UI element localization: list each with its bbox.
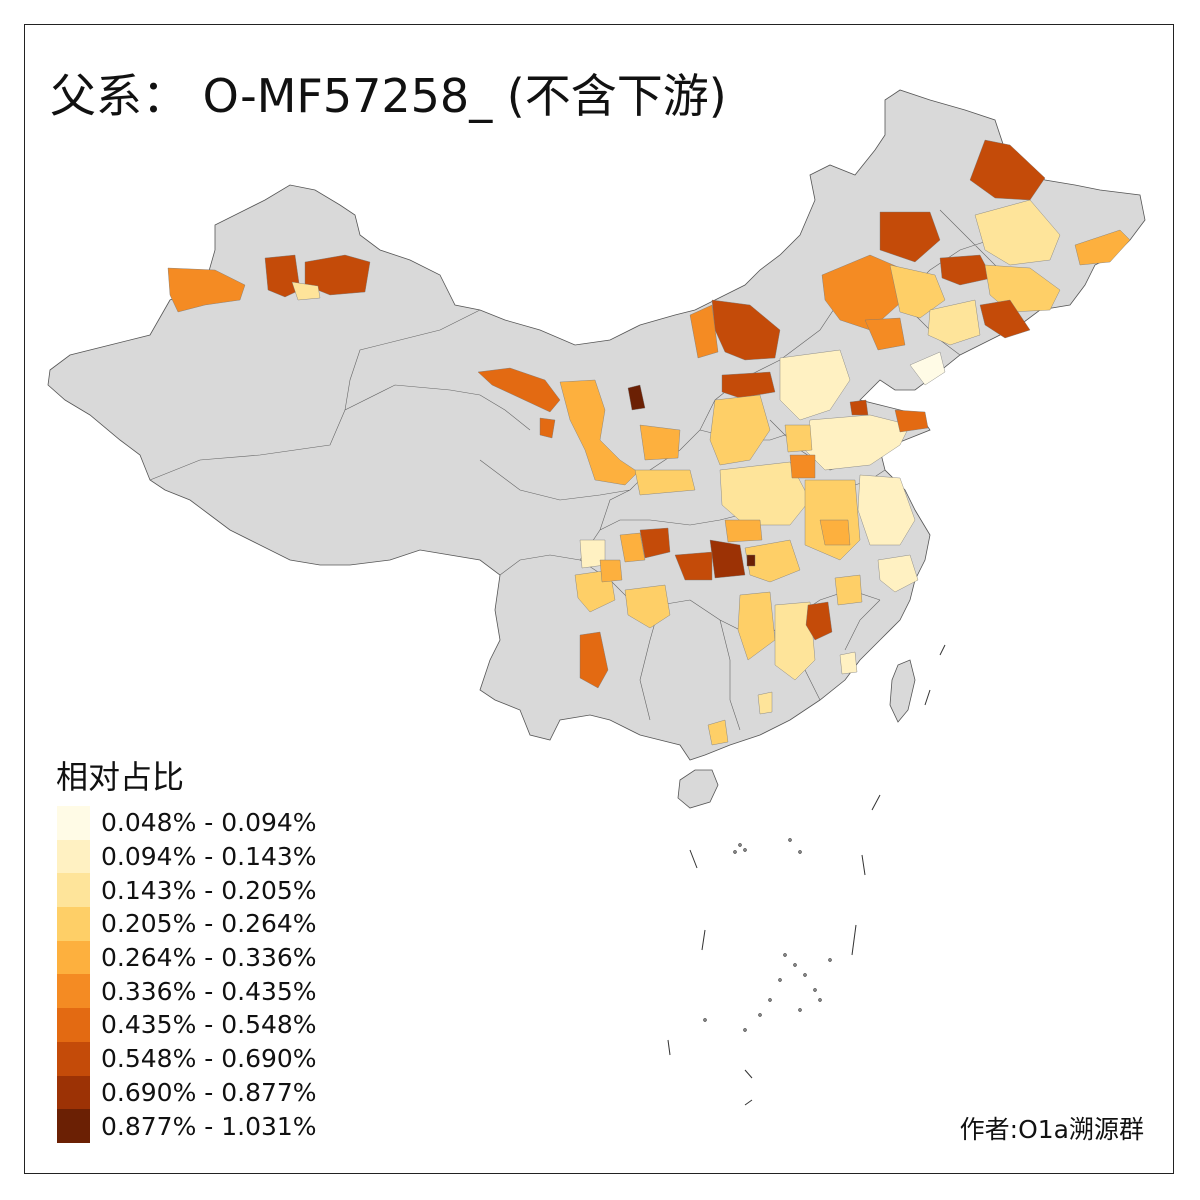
map-title: 父系： O-MF57258_ (不含下游) bbox=[50, 69, 727, 123]
region-liaoning-east bbox=[979, 299, 1031, 339]
region-liaoning-south bbox=[909, 351, 946, 386]
region-sichuan-1 bbox=[619, 532, 646, 563]
region-ningxia bbox=[627, 384, 646, 411]
legend: 0.048% - 0.094% 0.094% - 0.143% 0.143% - 0… bbox=[57, 806, 317, 1143]
legend-swatch bbox=[57, 806, 90, 840]
region-xinjiang-north-3 bbox=[291, 281, 321, 301]
legend-label: 0.143% - 0.205% bbox=[101, 875, 317, 905]
region-hunan-1 bbox=[737, 591, 776, 661]
region-jilin-2 bbox=[984, 264, 1061, 313]
legend-item: 0.548% - 0.690% bbox=[57, 1041, 317, 1076]
legend-item: 0.877% - 1.031% bbox=[57, 1109, 317, 1143]
region-shandong-east bbox=[894, 409, 929, 433]
legend-item: 0.048% - 0.094% bbox=[57, 806, 317, 840]
legend-swatch bbox=[57, 907, 90, 941]
region-heilongjiang-east bbox=[1074, 229, 1131, 266]
legend-swatch bbox=[57, 974, 90, 1009]
legend-label: 0.690% - 0.877% bbox=[101, 1077, 317, 1107]
legend-label: 0.048% - 0.094% bbox=[101, 808, 317, 838]
legend-label: 0.548% - 0.690% bbox=[101, 1044, 317, 1074]
region-jiangsu bbox=[857, 474, 916, 546]
legend-swatch bbox=[57, 940, 90, 975]
region-shandong bbox=[804, 414, 911, 471]
legend-swatch bbox=[57, 839, 90, 874]
legend-label: 0.205% - 0.264% bbox=[101, 909, 317, 939]
legend-swatch bbox=[57, 1075, 90, 1110]
region-hubei-2 bbox=[674, 551, 713, 581]
region-yunnan-1 bbox=[579, 631, 609, 689]
region-xinjiang-north-1 bbox=[264, 254, 301, 298]
region-inner-mongolia-2 bbox=[689, 304, 719, 359]
region-hunan-2 bbox=[774, 601, 816, 681]
south-sea-islands bbox=[667, 644, 946, 1106]
prefecture-regions bbox=[167, 139, 1131, 746]
legend-label: 0.264% - 0.336% bbox=[101, 943, 317, 973]
region-guangxi bbox=[707, 719, 729, 746]
legend-label: 0.435% - 0.548% bbox=[101, 1010, 317, 1040]
legend-item: 0.336% - 0.435% bbox=[57, 974, 317, 1009]
legend-item: 0.094% - 0.143% bbox=[57, 839, 317, 874]
author-credit: 作者:O1a溯源群 bbox=[959, 1115, 1144, 1144]
legend-label: 0.336% - 0.435% bbox=[101, 976, 317, 1006]
region-hebei-2 bbox=[784, 424, 813, 453]
region-shaanxi-mid bbox=[634, 469, 696, 496]
region-guizhou bbox=[624, 584, 671, 629]
region-shanxi bbox=[709, 394, 771, 466]
region-liaoning-2 bbox=[864, 317, 906, 351]
region-xinjiang-west bbox=[167, 267, 246, 313]
legend-label: 0.877% - 1.031% bbox=[101, 1111, 317, 1141]
region-hulunbuir bbox=[879, 211, 941, 263]
legend-item: 0.435% - 0.548% bbox=[57, 1008, 317, 1042]
region-liaoning-1 bbox=[927, 299, 981, 346]
legend-item: 0.205% - 0.264% bbox=[57, 907, 317, 941]
region-guangdong-1 bbox=[757, 691, 773, 715]
legend-swatch bbox=[57, 873, 90, 908]
legend-title: 相对占比 bbox=[56, 758, 185, 796]
region-hubei-small bbox=[746, 554, 756, 567]
hainan-island bbox=[677, 769, 719, 809]
legend-item: 0.264% - 0.336% bbox=[57, 940, 317, 975]
region-yunnan-2 bbox=[599, 559, 623, 583]
region-hubei-3 bbox=[744, 539, 801, 583]
region-anhui-2 bbox=[819, 519, 851, 546]
region-shandong-2 bbox=[789, 454, 816, 479]
region-inner-mongolia-east bbox=[821, 254, 906, 331]
region-heilongjiang-mid bbox=[974, 199, 1061, 266]
region-henan bbox=[719, 461, 811, 526]
region-hebei-1 bbox=[779, 349, 851, 421]
region-gansu-west bbox=[477, 367, 561, 413]
region-inner-mongolia-3 bbox=[721, 371, 776, 399]
legend-item: 0.690% - 0.877% bbox=[57, 1075, 317, 1110]
legend-item: 0.143% - 0.205% bbox=[57, 873, 317, 908]
legend-label: 0.094% - 0.143% bbox=[101, 842, 317, 872]
legend-swatch bbox=[57, 1008, 90, 1042]
legend-swatch bbox=[57, 1041, 90, 1076]
region-gansu-small bbox=[539, 417, 556, 439]
region-jiangxi bbox=[805, 601, 833, 641]
region-chongqing bbox=[639, 527, 671, 559]
region-jilin bbox=[939, 254, 993, 286]
region-shaanxi-n bbox=[639, 424, 681, 461]
region-jilin-west bbox=[889, 264, 946, 319]
region-hubei-1 bbox=[709, 539, 746, 579]
legend-swatch bbox=[57, 1109, 90, 1143]
region-shandong-small bbox=[849, 399, 869, 416]
region-fujian bbox=[839, 651, 858, 675]
map-frame bbox=[24, 24, 1174, 1174]
region-henan-2 bbox=[724, 519, 763, 543]
taiwan-island bbox=[889, 659, 916, 723]
region-zhejiang-2 bbox=[834, 574, 863, 606]
region-inner-mongolia-1 bbox=[711, 299, 781, 361]
region-zhejiang bbox=[877, 554, 919, 593]
